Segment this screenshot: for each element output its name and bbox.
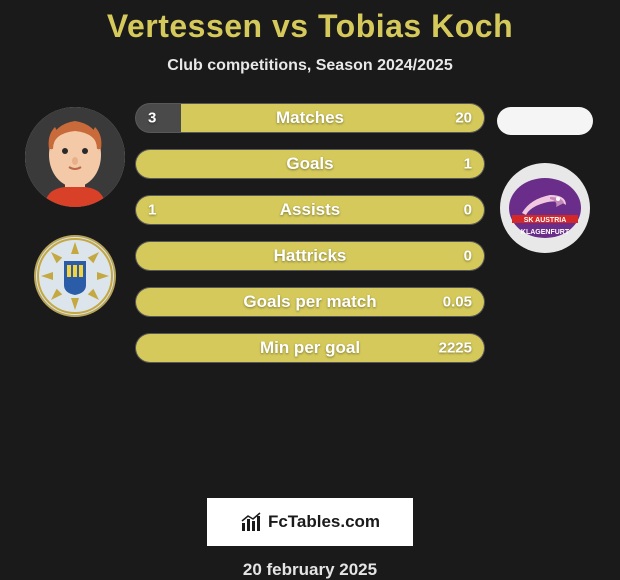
stat-value-right: 0 bbox=[464, 202, 472, 219]
stat-row: Goals 1 bbox=[135, 149, 485, 179]
page-title: Vertessen vs Tobias Koch bbox=[107, 8, 513, 45]
stat-label: Goals bbox=[286, 154, 333, 174]
stat-row: 1 Assists 0 bbox=[135, 195, 485, 225]
club-badge-left bbox=[34, 235, 116, 317]
stat-label: Matches bbox=[276, 108, 344, 128]
fctables-icon bbox=[240, 511, 262, 533]
stat-value-left: 1 bbox=[148, 202, 156, 219]
stat-row: Hattricks 0 bbox=[135, 241, 485, 271]
subtitle: Club competitions, Season 2024/2025 bbox=[167, 57, 452, 75]
stat-label: Assists bbox=[280, 200, 340, 220]
stat-row: 3 Matches 20 bbox=[135, 103, 485, 133]
left-column bbox=[15, 103, 135, 482]
club-badge-right: SK AUSTRIA KLAGENFURT bbox=[500, 163, 590, 253]
player-photo-right bbox=[497, 107, 593, 135]
stat-row: Goals per match 0.05 bbox=[135, 287, 485, 317]
stat-value-left: 3 bbox=[148, 110, 156, 127]
player-photo-left bbox=[25, 107, 125, 207]
main-area: 3 Matches 20 Goals 1 1 Assists 0 Hattricks 0 Goals… bbox=[0, 103, 620, 482]
right-column: SK AUSTRIA KLAGENFURT bbox=[485, 103, 605, 482]
stat-value-right: 2225 bbox=[439, 340, 472, 357]
infographic-container: Vertessen vs Tobias Koch Club competitio… bbox=[0, 0, 620, 580]
stat-label: Goals per match bbox=[243, 292, 376, 312]
stat-value-right: 0 bbox=[464, 248, 472, 265]
stat-value-right: 1 bbox=[464, 156, 472, 173]
stat-value-right: 0.05 bbox=[443, 294, 472, 311]
date-text: 20 february 2025 bbox=[243, 560, 377, 580]
bottom-section: FcTables.com 20 february 2025 bbox=[0, 482, 620, 580]
stat-row: Min per goal 2225 bbox=[135, 333, 485, 363]
stat-label: Hattricks bbox=[274, 246, 347, 266]
svg-text:SK AUSTRIA: SK AUSTRIA bbox=[524, 217, 567, 224]
svg-text:KLAGENFURT: KLAGENFURT bbox=[521, 229, 570, 236]
stat-value-right: 20 bbox=[455, 110, 472, 127]
stats-column: 3 Matches 20 Goals 1 1 Assists 0 Hattricks 0 Goals… bbox=[135, 103, 485, 482]
fctables-attribution: FcTables.com bbox=[207, 498, 413, 546]
stat-label: Min per goal bbox=[260, 338, 360, 358]
fctables-label: FcTables.com bbox=[268, 512, 380, 532]
